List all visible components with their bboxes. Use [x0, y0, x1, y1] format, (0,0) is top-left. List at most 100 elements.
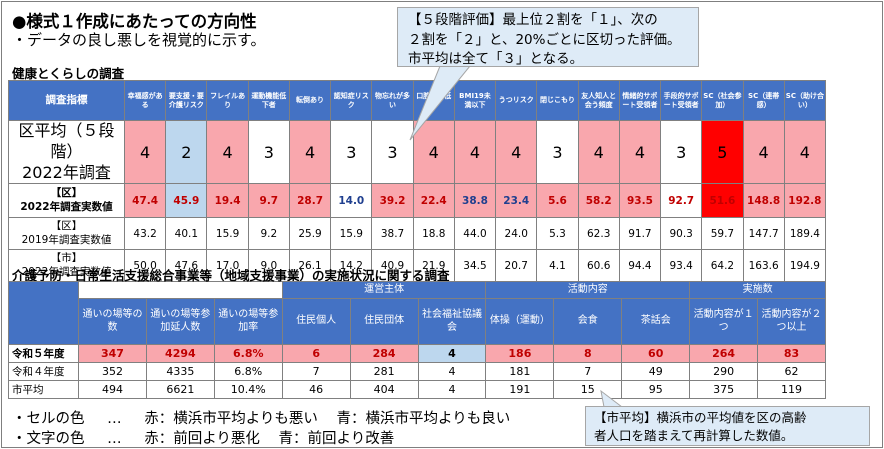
health-row-label-line2: 2019年調査実数値 [21, 233, 112, 246]
care-cell: 494 [78, 379, 147, 399]
care-row: 令和５年度 347 4294 6.8% 6 284 4 186 8 60 264 83 [8, 343, 826, 363]
health-row-label-line2: 2022年調査 [22, 162, 111, 182]
page-title: ●様式１作成にあたっての方向性 [12, 12, 257, 31]
legend-cell-red: 赤：横浜市平均よりも悪い [144, 411, 318, 427]
health-cell: 92.7 [660, 183, 703, 219]
health-row-label: 【区】 2022年調査実数値 [8, 183, 125, 219]
health-col-header: SC（助け合い） [783, 80, 827, 121]
health-cell: 4 [618, 119, 662, 185]
health-cell: 3 [330, 119, 373, 185]
health-cell: 9.7 [247, 183, 290, 219]
health-col-header: 友人知人と会う頻度 [577, 80, 620, 121]
health-cell: 47.4 [123, 183, 167, 219]
health-row-label-line2: 2022年調査実数値 [20, 200, 113, 213]
care-row-label: 令和４年度 [8, 361, 79, 381]
health-cell: 4 [577, 119, 620, 185]
callout-bottom-pointer [600, 389, 624, 408]
health-cell: 4.1 [536, 249, 579, 283]
health-cell: 3 [371, 119, 414, 185]
health-row-label-line1: 【市】 [50, 252, 83, 265]
health-cell: 58.2 [577, 183, 620, 219]
care-col-header: 社会福祉協議会 [417, 297, 487, 345]
callout-top-line3: 市平均は全て「３」となる。 [408, 51, 584, 68]
callout-city-average: 【市平均】横浜市の平均値を区の高齢 者人口を踏まえて再計算した数値。 [585, 406, 870, 446]
health-cell: 148.8 [742, 183, 785, 219]
care-cell: 119 [757, 379, 826, 399]
health-cell: 3 [660, 119, 703, 185]
health-cell: 17.0 [206, 249, 249, 283]
health-cell: 4 [742, 119, 785, 185]
care-cell: 264 [689, 343, 759, 363]
health-row-label: 区平均（５段階） 2022年調査 [8, 119, 125, 185]
health-cell: 40.9 [371, 249, 414, 283]
care-col-header: 茶話会 [621, 297, 691, 345]
care-cell: 95 [621, 379, 691, 399]
health-cell: 189.4 [783, 217, 827, 251]
care-cell: 6621 [145, 379, 215, 399]
health-cell: 93.5 [618, 183, 662, 219]
health-col-header: うつリスク [495, 80, 538, 121]
health-cell: 50.0 [123, 249, 167, 283]
health-cell: 23.4 [495, 183, 538, 219]
health-cell: 4 [206, 119, 249, 185]
legend-text-label: ・文字の色 [12, 431, 85, 447]
care-section-label: 介護予防・日常生活支援総合事業等（地域支援事業）の実施状況に関する調査 [12, 268, 450, 283]
health-cell: 21.9 [412, 249, 455, 283]
health-row: 【市】 2022年調査実数値 50.0 47.6 17.0 9.0 26.1 14.2 40.9… [8, 249, 827, 283]
health-row: 【区】 2022年調査実数値 47.4 45.9 19.4 9.7 28.7 14.0 39.2… [8, 183, 827, 219]
health-cell: 94.4 [618, 249, 662, 283]
care-col-header: 通いの場等参加延人数 [145, 297, 215, 345]
legend-text-red: 赤：前回より悪化 [144, 431, 260, 447]
health-row-label-line1: 【区】 [50, 220, 83, 233]
health-cell: 18.8 [412, 217, 455, 251]
care-col-header: 通いの場等の数 [78, 297, 147, 345]
health-cell: 20.7 [495, 249, 538, 283]
care-group-count: 実施数 [689, 281, 826, 299]
health-cell: 25.9 [288, 217, 332, 251]
health-col-header: 幸福感がある [123, 80, 167, 121]
health-cell: 43.2 [123, 217, 167, 251]
care-col-header: 会食 [553, 297, 623, 345]
health-cell: 15.9 [330, 217, 373, 251]
health-col-header: 手段的サポート受領者 [660, 80, 703, 121]
health-col-header: 要支援・要介護リスク [165, 80, 208, 121]
health-cell: 2 [165, 119, 208, 185]
health-cell: 28.7 [288, 183, 332, 219]
legend-cell-blue: 青：横浜市平均よりも良い [336, 411, 511, 427]
care-col-header: 活動内容が１つ [689, 297, 759, 345]
care-cell: 347 [78, 343, 147, 363]
callout-bottom-line1: 【市平均】横浜市の平均値を区の高齢 [594, 410, 807, 425]
care-col-header: 活動内容が２つ以上 [757, 297, 826, 345]
care-prevention-table: 運営主体 活動内容 実施数 通いの場等の数 通いの場等参加延人数 通いの場等参加率住… [8, 281, 826, 399]
care-cell: 60 [621, 343, 691, 363]
health-cell: 4 [123, 119, 167, 185]
legend-text-blue: 青：前回より改善 [278, 431, 395, 447]
callout-bottom-line2: 者人口を踏まえて再計算した数値。 [594, 428, 794, 444]
health-cell: 24.0 [495, 217, 538, 251]
callout-top-line2: ２割を「２」と、20%ごとに区切った評価。 [408, 31, 681, 48]
health-cell: 4 [453, 119, 497, 185]
health-col-header: 認知症リスク [330, 80, 373, 121]
legend-cell-color: ・セルの色 … 赤：横浜市平均よりも悪い 青：横浜市平均よりも良い [12, 407, 510, 428]
page-subtitle: ・データの良し悪しを視覚的に示す。 [12, 31, 266, 49]
health-cell: 4 [495, 119, 538, 185]
care-cell: 4294 [145, 343, 215, 363]
legend-text-color: ・文字の色 … 赤：前回より悪化 青：前回より改善 [12, 427, 394, 448]
health-col-header: フレイルあり [206, 80, 249, 121]
care-cell: 6 [281, 343, 351, 363]
callout-top-line1: 【５段階評価】最上位２割を「１」、次の [408, 12, 658, 28]
health-cell: 4 [783, 119, 827, 185]
health-survey-table: 調査指標 幸福感がある 要支援・要介護リスク フレイルあり 運動機能低下者 転倒あり 認知… [8, 80, 827, 283]
health-cell: 14.0 [330, 183, 373, 219]
health-cell: 3 [536, 119, 579, 185]
health-col-header: 転倒あり [288, 80, 332, 121]
health-cell: 91.7 [618, 217, 662, 251]
health-cell: 93.4 [660, 249, 703, 283]
health-cell: 59.7 [701, 217, 744, 251]
health-col-header: 情緒的サポート受領者 [618, 80, 662, 121]
care-blank-group [78, 281, 283, 299]
health-cell: 5 [701, 119, 744, 185]
health-cell: 163.6 [742, 249, 785, 283]
health-col-header: 物忘れが多い [371, 80, 414, 121]
